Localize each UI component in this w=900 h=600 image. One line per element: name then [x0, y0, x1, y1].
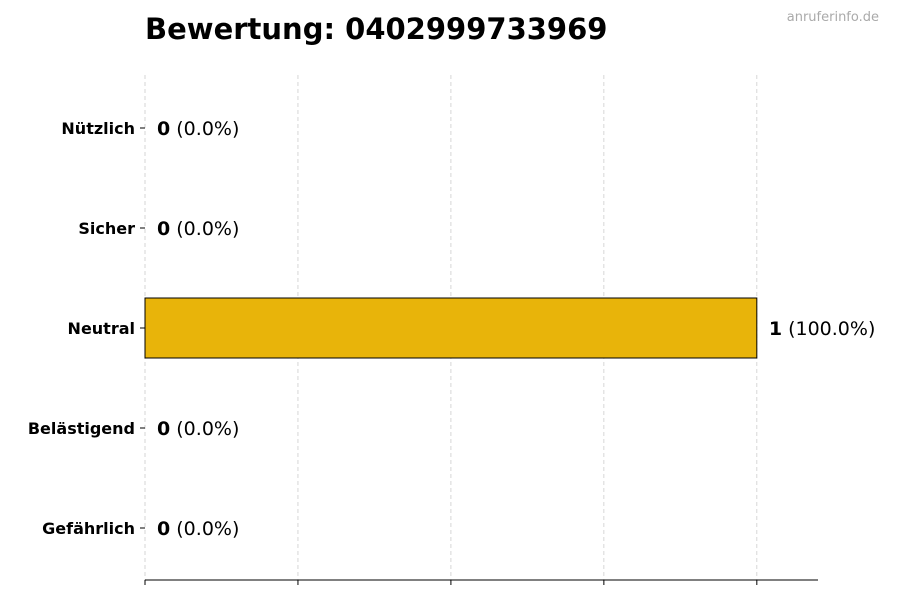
category-label: Nützlich	[61, 119, 135, 138]
category-label: Neutral	[68, 319, 135, 338]
chart-title: Bewertung: 0402999733969	[145, 12, 608, 46]
data-label-percent: (100.0%)	[782, 318, 875, 340]
data-label-count: 0	[157, 218, 170, 240]
data-label: 0 (0.0%)	[157, 518, 239, 540]
data-label-count: 0	[157, 418, 170, 440]
bar-2	[144, 297, 758, 359]
data-label-percent: (0.0%)	[170, 418, 239, 440]
watermark: anruferinfo.de	[786, 10, 879, 25]
data-label-count: 0	[157, 518, 170, 540]
category-label: Sicher	[78, 219, 135, 238]
data-label: 0 (0.0%)	[157, 218, 239, 240]
data-label: 0 (0.0%)	[157, 118, 239, 140]
category-label: Belästigend	[28, 419, 135, 438]
data-label-percent: (0.0%)	[170, 118, 239, 140]
data-label-percent: (0.0%)	[170, 518, 239, 540]
data-label-count: 1	[769, 318, 782, 340]
data-label-count: 0	[157, 118, 170, 140]
data-label: 1 (100.0%)	[769, 318, 876, 340]
data-label: 0 (0.0%)	[157, 418, 239, 440]
data-label-percent: (0.0%)	[170, 218, 239, 240]
category-label: Gefährlich	[42, 519, 135, 538]
